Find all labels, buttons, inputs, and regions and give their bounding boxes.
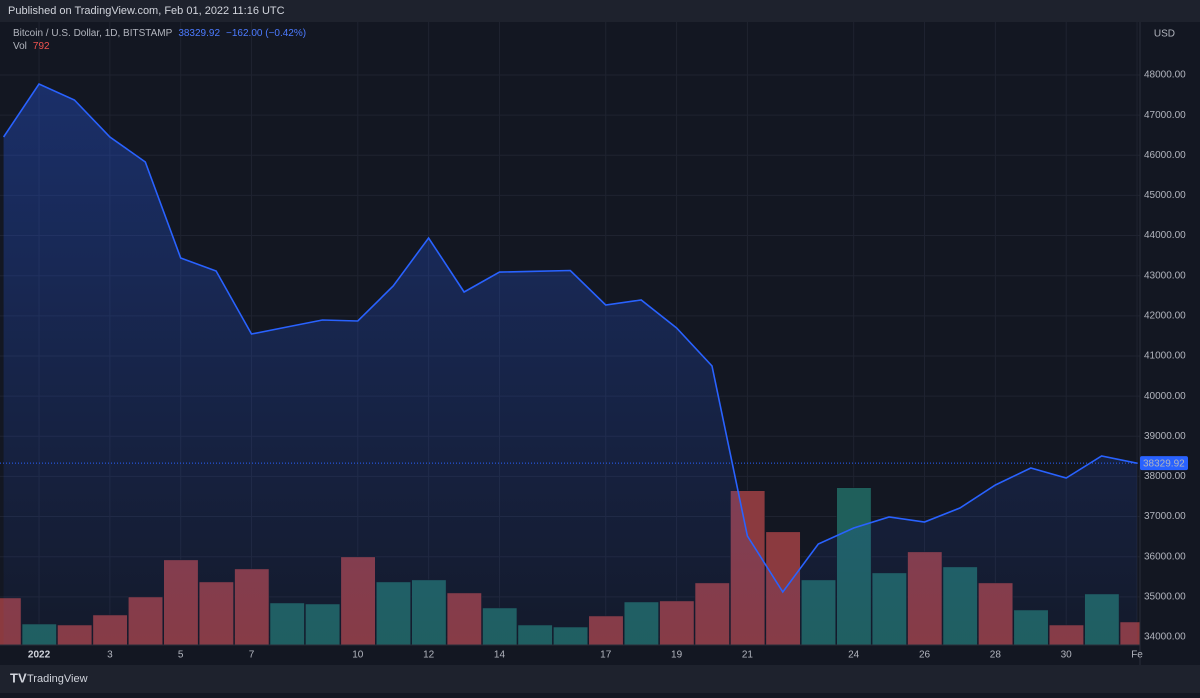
y-tick-label: 34000.00	[1144, 632, 1186, 643]
legend-title: Bitcoin / U.S. Dollar, 1D, BITSTAMP	[13, 28, 173, 39]
y-tick-label: 43000.00	[1144, 270, 1186, 281]
x-tick-label: 7	[249, 650, 255, 661]
legend-vol: Vol 792	[13, 41, 50, 52]
y-tick-label: 46000.00	[1144, 150, 1186, 161]
x-tick-label: 5	[178, 650, 184, 661]
x-tick-label: 28	[990, 650, 1002, 661]
legend: Bitcoin / U.S. Dollar, 1D, BITSTAMP 38329…	[13, 28, 306, 39]
plot	[0, 22, 1140, 645]
x-tick-label: 30	[1061, 650, 1073, 661]
vol-label: Vol	[13, 41, 27, 52]
last-price-label: 38329.92	[1143, 458, 1185, 469]
y-tick-label: 44000.00	[1144, 230, 1186, 241]
x-tick-label: 17	[600, 650, 612, 661]
y-tick-label: 45000.00	[1144, 190, 1186, 201]
currency: USD	[1154, 29, 1175, 40]
y-tick-label: 39000.00	[1144, 431, 1186, 442]
x-tick-label: 26	[919, 650, 931, 661]
area	[3, 84, 1138, 645]
y-tick-label: 41000.00	[1144, 351, 1186, 362]
x-tick-label: 14	[494, 650, 506, 661]
footer-bar	[0, 665, 1200, 693]
y-tick-label: 40000.00	[1144, 391, 1186, 402]
legend-change: −162.00 (−0.42%)	[226, 28, 306, 39]
price-axis	[1140, 22, 1200, 665]
footer: TradingView	[27, 673, 88, 685]
header-bar	[0, 0, 1200, 22]
y-tick-label: 36000.00	[1144, 551, 1186, 562]
x-tick-label: 2022	[28, 650, 51, 661]
y-tick-label: 35000.00	[1144, 591, 1186, 602]
y-tick-label: 42000.00	[1144, 310, 1186, 321]
x-tick-label: 19	[671, 650, 683, 661]
y-tick-label: 38000.00	[1144, 471, 1186, 482]
x-tick-label: Fe	[1131, 650, 1143, 661]
header: Published on TradingView.com, Feb 01, 20…	[8, 5, 285, 17]
legend-price: 38329.92	[178, 28, 220, 39]
vol-value: 792	[33, 41, 50, 52]
logo: TV	[10, 670, 27, 685]
y-tick-label: 37000.00	[1144, 511, 1186, 522]
x-tick-label: 10	[352, 650, 364, 661]
y-tick-label: 48000.00	[1144, 70, 1186, 81]
last-price-tag	[1140, 456, 1188, 471]
x-tick-label: 21	[742, 650, 754, 661]
price-line	[2, 82, 1138, 594]
y-tick-label: 47000.00	[1144, 110, 1186, 121]
x-tick-label: 12	[423, 650, 435, 661]
x-tick-label: 24	[848, 650, 860, 661]
x-tick-label: 3	[107, 650, 113, 661]
